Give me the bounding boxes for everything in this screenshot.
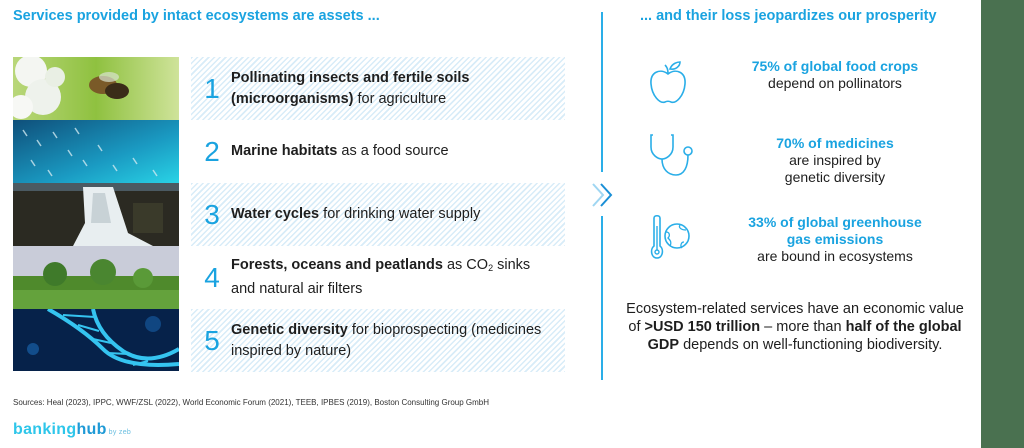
side-bar [981,0,1024,448]
fact-medicines: 70% of medicines are inspired by genetic… [776,135,894,185]
photo-fish-school [13,120,179,183]
divider-line-top [601,12,603,172]
service-item-4: 4 Forests, oceans and peatlands as CO2 s… [191,246,565,309]
stethoscope-icon [648,133,694,182]
photo-waterfall [13,183,179,246]
service-item-2: 2 Marine habitats as a food source [191,120,565,183]
photo-dna-helix [13,309,179,372]
item-number: 2 [204,135,220,167]
double-chevron-right-icon [590,180,616,215]
left-panel-heading: Services provided by intact ecosystems a… [13,8,380,24]
item-text: Water cycles for drinking water supply [231,206,481,222]
fact-greenhouse-gas: 33% of global greenhouse gas emissions a… [748,214,922,264]
service-item-5: 5 Genetic diversity for bioprospecting (… [191,309,565,372]
item-number: 1 [204,72,220,104]
photo-bee-on-blossom [13,57,179,120]
bankinghub-logo: bankinghub by zeb [13,421,132,438]
right-panel-heading: ... and their loss jeopardizes our prosp… [640,8,937,24]
item-text: Genetic diversity for bioprospecting (me… [231,321,542,359]
item-text: Marine habitats as a food source [231,143,449,159]
photo-rainforest [13,246,179,309]
divider-line-bottom [601,216,603,380]
item-number: 4 [204,261,220,293]
service-item-3: 3 Water cycles for drinking water supply [191,183,565,246]
sources-note: Sources: Heal (2023), IPPC, WWF/ZSL (202… [13,398,490,407]
item-text: Forests, oceans and peatlands as CO2 sin… [231,257,531,297]
service-item-1: 1 Pollinating insects and fertile soils … [191,57,565,120]
item-text: Pollinating insects and fertile soils (m… [231,69,470,107]
item-number: 3 [204,198,220,230]
fact-food-crops: 75% of global food crops depend on polli… [751,58,919,91]
thermometer-globe-icon [648,214,692,267]
item-number: 5 [204,324,220,356]
apple-icon [648,60,688,111]
economic-value-summary: Ecosystem-related services have an econo… [626,301,964,353]
